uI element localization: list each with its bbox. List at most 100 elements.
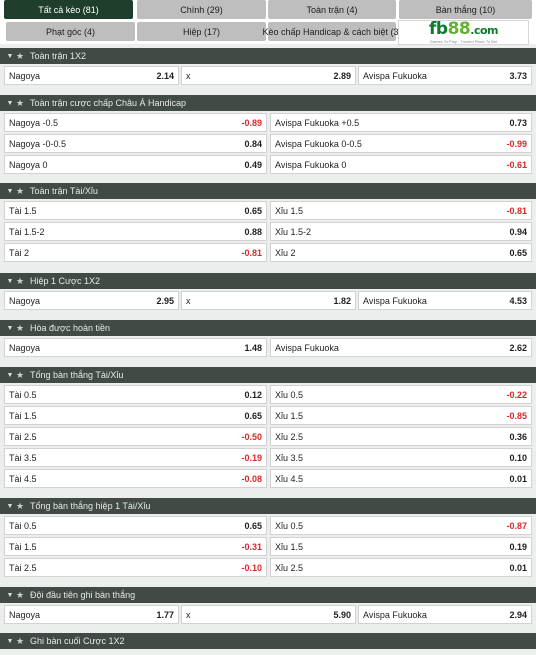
chevron-down-icon[interactable]: ▼: [6, 187, 14, 195]
star-icon[interactable]: ★: [15, 635, 25, 646]
odds-cell[interactable]: Tài 1.5 0.65: [4, 406, 267, 425]
odds-cell[interactable]: Xỉu 1.5-2 0.94: [270, 222, 532, 241]
odds-cell[interactable]: Tài 0.5 0.12: [4, 385, 267, 404]
odds-cell[interactable]: Nagoya -0-0.5 0.84: [4, 134, 267, 153]
selection-label: Xỉu 4.5: [275, 473, 304, 484]
odds-cell[interactable]: Avispa Fukuoka 0-0.5 -0.99: [270, 134, 532, 153]
market-header[interactable]: ▼ ★ Toàn trận Tài/Xỉu: [0, 183, 536, 199]
odds-cell[interactable]: x 2.89: [181, 66, 356, 85]
odds-value: 0.65: [244, 520, 262, 531]
selection-label: Xỉu 3.5: [275, 452, 304, 463]
selection-label: Xỉu 1.5: [275, 410, 304, 421]
selection-label: Nagoya -0.5: [9, 117, 59, 128]
market-header[interactable]: ▼ ★ Tổng bàn thắng Tài/Xỉu: [0, 367, 536, 383]
market-title: Toàn trận cược chấp Châu Á Handicap: [30, 98, 187, 108]
odds-cell[interactable]: Xỉu 2.5 0.01: [270, 558, 532, 577]
tab-all-markets[interactable]: Tất cả kèo (81): [4, 0, 133, 19]
odds-value: -0.85: [506, 410, 527, 421]
selection-label: Avispa Fukuoka +0.5: [275, 117, 360, 128]
chevron-down-icon[interactable]: ▼: [6, 502, 14, 510]
odds-cell[interactable]: Tài 2.5 -0.50: [4, 427, 267, 446]
star-icon[interactable]: ★: [15, 50, 25, 61]
odds-cell[interactable]: Tài 2.5 -0.10: [4, 558, 267, 577]
odds-cell[interactable]: Xỉu 1.5 -0.81: [270, 201, 532, 220]
selection-label: Xỉu 2.5: [275, 562, 304, 573]
selection-label: Xỉu 1.5-2: [275, 226, 312, 237]
chevron-down-icon[interactable]: ▼: [6, 371, 14, 379]
chevron-down-icon[interactable]: ▼: [6, 99, 14, 107]
odds-value: 2.94: [509, 609, 527, 620]
chevron-down-icon[interactable]: ▼: [6, 277, 14, 285]
market-header[interactable]: ▼ ★ Tổng bàn thắng hiệp 1 Tài/Xỉu: [0, 498, 536, 514]
odds-cell[interactable]: Tài 4.5 -0.08: [4, 469, 267, 488]
tab-main[interactable]: Chính (29): [137, 0, 266, 19]
star-icon[interactable]: ★: [15, 589, 25, 600]
odds-value: 0.10: [509, 452, 527, 463]
odds-cell[interactable]: Nagoya -0.5 -0.89: [4, 113, 267, 132]
odds-cell[interactable]: Xỉu 2 0.65: [270, 243, 532, 262]
odds-cell[interactable]: Xỉu 0.5 -0.87: [270, 516, 532, 535]
market-header[interactable]: ▼ ★ Toàn trận cược chấp Châu Á Handicap: [0, 95, 536, 111]
odds-value: 0.65: [244, 205, 262, 216]
selection-label: Tài 2.5: [9, 562, 37, 573]
odds-cell[interactable]: Avispa Fukuoka 2.62: [270, 338, 532, 357]
odds-cell[interactable]: Tài 3.5 -0.19: [4, 448, 267, 467]
odds-cell[interactable]: Nagoya 0 0.49: [4, 155, 267, 174]
odds-cell[interactable]: x 5.90: [181, 605, 356, 624]
star-icon[interactable]: ★: [15, 185, 25, 196]
chevron-down-icon[interactable]: ▼: [6, 324, 14, 332]
odds-cell[interactable]: Xỉu 1.5 -0.85: [270, 406, 532, 425]
odds-cell[interactable]: Tài 1.5-2 0.88: [4, 222, 267, 241]
odds-value: 0.01: [509, 473, 527, 484]
odds-cell[interactable]: Tài 1.5 0.65: [4, 201, 267, 220]
odds-cell[interactable]: Xỉu 3.5 0.10: [270, 448, 532, 467]
chevron-down-icon[interactable]: ▼: [6, 52, 14, 60]
selection-label: Nagoya: [9, 609, 41, 620]
chevron-down-icon[interactable]: ▼: [6, 591, 14, 599]
odds-cell[interactable]: Nagoya 1.77: [4, 605, 179, 624]
tab-handicap[interactable]: Kèo chấp Handicap & cách biệt (3): [262, 22, 402, 41]
odds-value: 2.14: [156, 70, 174, 81]
star-icon[interactable]: ★: [15, 369, 25, 380]
odds-value: 0.84: [244, 138, 262, 149]
odds-cell[interactable]: Xỉu 0.5 -0.22: [270, 385, 532, 404]
star-icon[interactable]: ★: [15, 97, 25, 108]
odds-cell[interactable]: Avispa Fukuoka 0 -0.61: [270, 155, 532, 174]
market-header[interactable]: ▼ ★ Đội đầu tiên ghi bàn thắng: [0, 587, 536, 603]
odds-value: -0.89: [241, 117, 262, 128]
odds-row: Nagoya -0-0.5 0.84 Avispa Fukuoka 0-0.5 -0.…: [0, 134, 536, 154]
selection-label: x: [186, 70, 191, 81]
odds-cell[interactable]: Tài 0.5 0.65: [4, 516, 267, 535]
market-header[interactable]: ▼ ★ Hòa được hoàn tiền: [0, 320, 536, 336]
tab-goals[interactable]: Bàn thắng (10): [399, 0, 532, 19]
chevron-down-icon[interactable]: ▼: [6, 637, 14, 645]
market-header[interactable]: ▼ ★ Toàn trận 1X2: [0, 48, 536, 64]
star-icon[interactable]: ★: [15, 322, 25, 333]
tab-halves[interactable]: Hiệp (17): [137, 22, 266, 41]
tab-full-match[interactable]: Toàn trận (4): [268, 0, 396, 19]
odds-cell[interactable]: Tài 1.5 -0.31: [4, 537, 267, 556]
odds-value: -0.61: [506, 159, 527, 170]
odds-cell[interactable]: Nagoya 2.14: [4, 66, 179, 85]
odds-cell[interactable]: Xỉu 2.5 0.36: [270, 427, 532, 446]
star-icon[interactable]: ★: [15, 275, 25, 286]
odds-cell[interactable]: Avispa Fukuoka 3.73: [358, 66, 532, 85]
odds-cell[interactable]: Avispa Fukuoka 4.53: [358, 291, 532, 310]
star-icon[interactable]: ★: [15, 500, 25, 511]
selection-label: Avispa Fukuoka: [363, 70, 427, 81]
odds-row: Tài 0.5 0.12 Xỉu 0.5 -0.22: [0, 385, 536, 405]
odds-cell[interactable]: Xỉu 1.5 0.19: [270, 537, 532, 556]
market-header[interactable]: ▼ ★ Hiệp 1 Cược 1X2: [0, 273, 536, 289]
odds-cell[interactable]: Xỉu 4.5 0.01: [270, 469, 532, 488]
odds-cell[interactable]: Tài 2 -0.81: [4, 243, 267, 262]
odds-cell[interactable]: Nagoya 1.48: [4, 338, 267, 357]
selection-label: Xỉu 2.5: [275, 431, 304, 442]
market-header[interactable]: ▼ ★ Ghi bàn cuối Cược 1X2: [0, 633, 536, 649]
fb88-logo[interactable]: fb88.com Games To Play · Trusted Place T…: [398, 20, 529, 45]
tab-corners[interactable]: Phạt góc (4): [6, 22, 135, 41]
odds-cell[interactable]: Avispa Fukuoka +0.5 0.73: [270, 113, 532, 132]
odds-row: Nagoya -0.5 -0.89 Avispa Fukuoka +0.5 0.73: [0, 113, 536, 133]
odds-cell[interactable]: Avispa Fukuoka 2.94: [358, 605, 532, 624]
odds-cell[interactable]: Nagoya 2.95: [4, 291, 179, 310]
odds-cell[interactable]: x 1.82: [181, 291, 356, 310]
